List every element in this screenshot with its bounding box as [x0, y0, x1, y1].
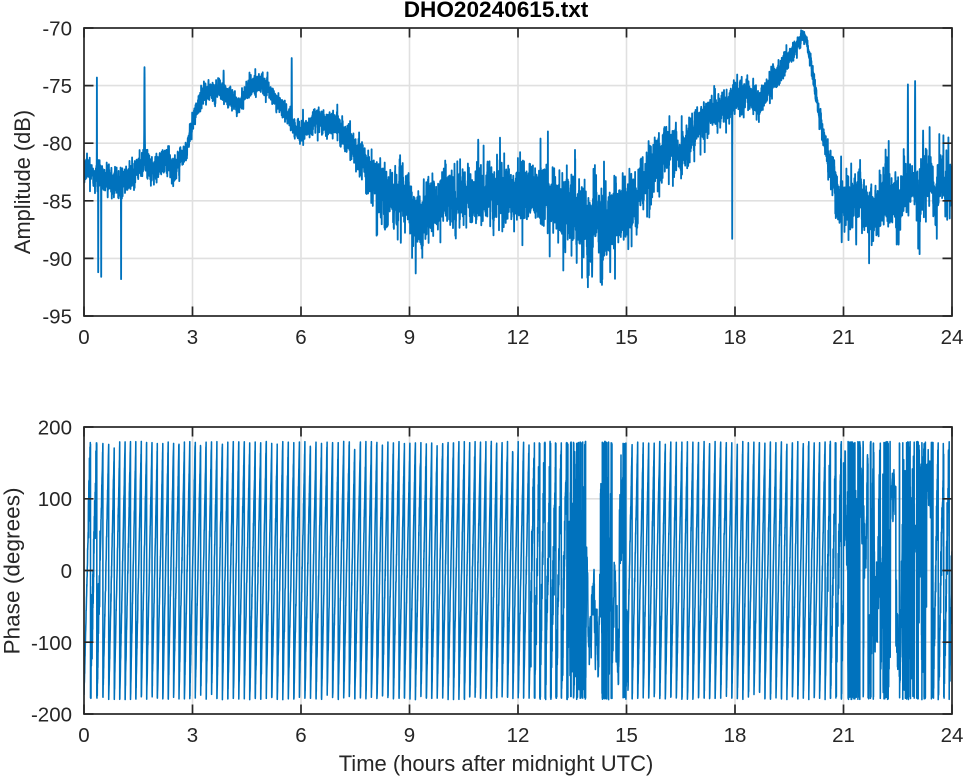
svg-text:24: 24	[941, 724, 964, 747]
svg-text:Time (hours after midnight UTC: Time (hours after midnight UTC)	[339, 751, 654, 776]
svg-text:3: 3	[187, 724, 198, 747]
svg-text:-75: -75	[42, 75, 72, 98]
svg-text:-200: -200	[31, 704, 72, 727]
svg-text:-95: -95	[42, 306, 72, 329]
svg-text:-85: -85	[42, 190, 72, 213]
svg-text:0: 0	[78, 326, 89, 349]
svg-text:0: 0	[61, 560, 72, 583]
svg-text:100: 100	[38, 488, 72, 511]
svg-text:15: 15	[615, 724, 638, 747]
svg-text:12: 12	[507, 724, 530, 747]
svg-text:-100: -100	[31, 632, 72, 655]
svg-text:9: 9	[404, 326, 415, 349]
svg-text:Phase (degrees): Phase (degrees)	[0, 487, 25, 654]
svg-text:21: 21	[832, 724, 855, 747]
svg-text:-90: -90	[42, 248, 72, 271]
svg-text:3: 3	[187, 326, 198, 349]
svg-text:12: 12	[507, 326, 530, 349]
svg-text:15: 15	[615, 326, 638, 349]
svg-text:200: 200	[38, 417, 72, 440]
svg-text:0: 0	[78, 724, 89, 747]
svg-text:DHO20240615.txt: DHO20240615.txt	[404, 0, 589, 22]
svg-text:18: 18	[724, 724, 747, 747]
svg-text:21: 21	[832, 326, 855, 349]
svg-text:Amplitude (dB): Amplitude (dB)	[10, 110, 35, 254]
svg-text:6: 6	[295, 326, 306, 349]
svg-text:24: 24	[941, 326, 964, 349]
svg-text:9: 9	[404, 724, 415, 747]
svg-text:18: 18	[724, 326, 747, 349]
svg-text:6: 6	[295, 724, 306, 747]
svg-text:-80: -80	[42, 133, 72, 156]
svg-text:-70: -70	[42, 18, 72, 41]
